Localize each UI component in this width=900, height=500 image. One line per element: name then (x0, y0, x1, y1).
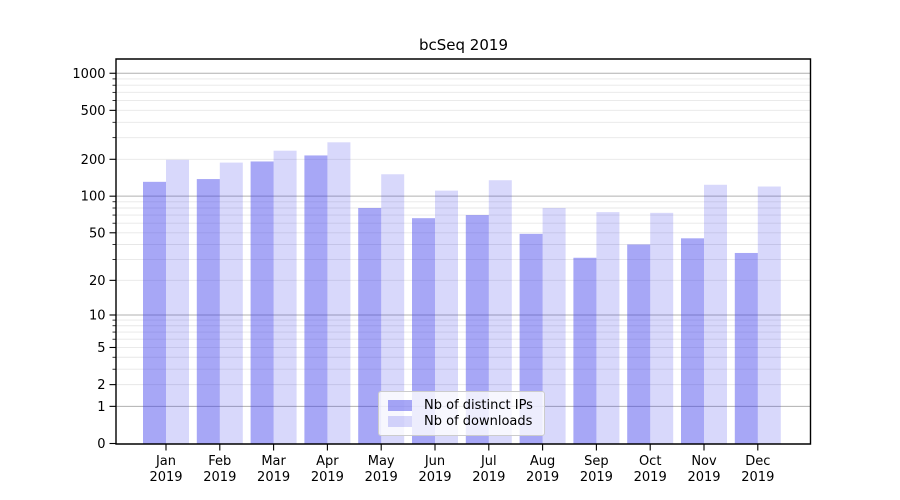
y-tick-label: 50 (89, 226, 106, 241)
bar-downloads-dec (757, 186, 781, 444)
bar-downloads-jun (435, 190, 458, 444)
legend-swatch-downloads (388, 416, 412, 428)
x-tick-label: Nov 2019 (687, 454, 720, 485)
legend-item-distinct-ips: Nb of distinct IPs (379, 399, 544, 412)
x-tick-label: Oct 2019 (634, 454, 667, 485)
chart-title: bcSeq 2019 (419, 36, 508, 54)
bar-downloads-oct (650, 212, 674, 444)
bar-ips-mar (250, 161, 274, 444)
y-tick-label: 2 (97, 378, 105, 393)
y-tick-label: 100 (81, 190, 106, 205)
axes-spines (115, 58, 812, 445)
y-tick-label: 500 (81, 104, 106, 119)
bar-downloads-may (381, 174, 405, 444)
y-tick-label: 0 (97, 437, 105, 452)
bar-ips-jan (143, 181, 166, 444)
x-tick-label: Aug 2019 (526, 454, 559, 485)
x-tick-label: Jun 2019 (418, 454, 451, 485)
bar-downloads-jul (488, 180, 512, 444)
y-tick-label: 5 (97, 341, 105, 356)
legend-item-downloads: Nb of downloads (379, 415, 544, 428)
bar-downloads-sep (596, 212, 620, 444)
bar-ips-jun (412, 218, 435, 444)
bar-ips-sep (573, 257, 597, 444)
y-tick-label: 1000 (72, 67, 105, 82)
x-tick-label: Sep 2019 (580, 454, 613, 485)
bar-ips-dec (734, 252, 758, 444)
x-tick-label: Feb 2019 (203, 454, 236, 485)
bar-downloads-apr (327, 142, 351, 444)
bar-ips-oct (627, 244, 651, 444)
x-tick-label: Jan 2019 (149, 454, 182, 485)
bar-downloads-mar (273, 150, 297, 444)
bar-ips-apr (304, 155, 328, 444)
y-tick-label: 20 (89, 274, 106, 289)
bar-downloads-nov (704, 184, 727, 444)
legend-label-downloads: Nb of downloads (424, 414, 533, 430)
bar-ips-nov (681, 238, 704, 444)
y-tick-label: 10 (89, 308, 106, 323)
x-tick-label: Dec 2019 (741, 454, 774, 485)
y-tick-label: 200 (81, 153, 106, 168)
bar-downloads-feb (219, 162, 243, 444)
y-tick-label: 1 (97, 400, 105, 415)
x-tick-label: Apr 2019 (311, 454, 344, 485)
legend-swatch-ips (388, 399, 412, 411)
x-tick-label: Jul 2019 (472, 454, 505, 485)
legend-label-ips: Nb of distinct IPs (424, 397, 533, 413)
bar-ips-feb (196, 179, 220, 444)
bar-downloads-aug (542, 208, 566, 444)
bar-ips-may (358, 208, 382, 444)
x-tick-label: Mar 2019 (257, 454, 290, 485)
bar-ips-jul (465, 215, 489, 444)
bar-downloads-jan (166, 159, 189, 444)
legend: Nb of distinct IPs Nb of downloads (378, 391, 545, 436)
x-tick-label: May 2019 (365, 454, 398, 485)
